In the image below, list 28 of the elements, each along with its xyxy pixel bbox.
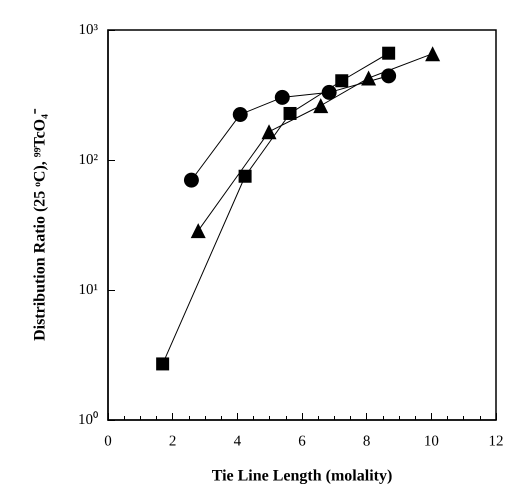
point (262, 124, 277, 140)
y-tick-label: 10¹ (78, 282, 98, 298)
x-tick-label: 12 (488, 434, 504, 450)
x-tick-label: 10 (424, 434, 439, 450)
point (238, 170, 252, 183)
x-tick-label: 0 (104, 434, 112, 450)
point (361, 70, 376, 86)
point (381, 68, 396, 84)
y-tick-label: 10² (78, 152, 98, 168)
point (184, 172, 199, 188)
point (284, 106, 297, 120)
point (232, 106, 248, 122)
x-tick-label: 8 (362, 434, 370, 450)
y-tick-label: 10³ (78, 22, 98, 38)
point (335, 74, 348, 88)
point (190, 223, 206, 238)
point (274, 90, 290, 105)
point (313, 98, 328, 114)
y-axis-title: Distribution Ratio (25 ᵒC), ⁹⁹TcO₄⁻ (32, 108, 48, 341)
y-tick-label: 10⁰ (78, 411, 98, 428)
x-tick-label: 2 (168, 434, 176, 450)
x-axis-title: Tie Line Length (molality) (212, 468, 392, 484)
point (425, 46, 440, 62)
point (382, 46, 396, 60)
x-tick-label: 4 (234, 434, 242, 450)
point (156, 357, 170, 370)
x-tick-label: 6 (298, 434, 306, 450)
point (322, 84, 337, 100)
